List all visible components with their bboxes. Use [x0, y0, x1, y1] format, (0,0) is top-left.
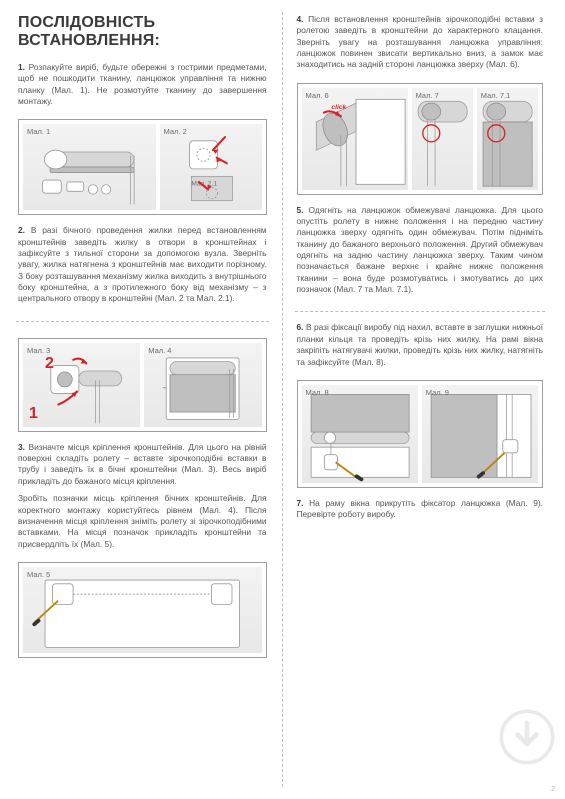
step-1-text: 1. Розпакуйте виріб, будьте обережні з г… — [18, 62, 267, 107]
figset-5: Мал. 5 — [18, 562, 267, 658]
fig-4-label: Мал. 4 — [148, 346, 171, 355]
fig-7-label: Мал. 7 — [416, 91, 439, 100]
red-1: 1 — [29, 405, 38, 423]
fig-7-1: Мал. 7.1 — [477, 88, 538, 190]
figset-3-4: Мал. 3 1 2 Мал. 4 — [18, 338, 267, 432]
fig-9-label: Мал. 9 — [426, 388, 449, 397]
divider-left-1 — [16, 321, 269, 322]
svg-text:click: click — [331, 103, 346, 110]
fig-2-label: Мал. 2 — [164, 127, 187, 136]
fig-2: Мал. 2 Мал. 2.1 — [160, 124, 262, 210]
fig-8-label: Мал. 8 — [306, 388, 329, 397]
column-divider — [282, 12, 283, 787]
right-column: 4. Після встановлення кронштейнів зірочк… — [283, 0, 565, 799]
left-column: ПОСЛІДОВНІСТЬ ВСТАНОВЛЕННЯ: 1. Розпакуйт… — [0, 0, 283, 799]
page-title: ПОСЛІДОВНІСТЬ ВСТАНОВЛЕННЯ: — [18, 14, 267, 50]
step-3a-text: 3. Визначте місця кріплення кронштейнів.… — [18, 442, 267, 487]
watermark-icon — [499, 709, 555, 765]
fig-71-label: Мал. 7.1 — [481, 91, 510, 100]
step-6-text: 6. В разі фіксації виробу під нахил, вст… — [297, 322, 544, 367]
step-2-text: 2. В разі бічного проведення жилки перед… — [18, 225, 267, 304]
step-4-text: 4. Після встановлення кронштейнів зірочк… — [297, 14, 544, 71]
fig-1: Мал. 1 — [23, 124, 156, 210]
fig-4: Мал. 4 — [144, 343, 261, 427]
fig-5-label: Мал. 5 — [27, 570, 50, 579]
step-5-text: 5. Одягніть на ланцюжок обмежувачі ланцю… — [297, 205, 544, 296]
figset-8-9: Мал. 8 Мал. 9 — [297, 380, 544, 488]
divider-right-1 — [295, 311, 546, 312]
fig-5: Мал. 5 — [23, 567, 262, 653]
red-2: 2 — [45, 355, 54, 373]
fig-8: Мал. 8 — [302, 385, 418, 483]
fig-6: Мал. 6 click — [302, 88, 408, 190]
figset-1-2: Мал. 1 Мал. 2 — [18, 119, 267, 215]
fig-7: Мал. 7 — [412, 88, 473, 190]
step-7-text: 7. На раму вікна прикрутіть фіксатор лан… — [297, 498, 544, 521]
page-number: 2 — [551, 786, 555, 793]
fig-3-label: Мал. 3 — [27, 346, 50, 355]
page: ПОСЛІДОВНІСТЬ ВСТАНОВЛЕННЯ: 1. Розпакуйт… — [0, 0, 565, 799]
figset-6-7: Мал. 6 click Мал. 7 — [297, 83, 544, 195]
fig-3: Мал. 3 1 2 — [23, 343, 140, 427]
fig-1-label: Мал. 1 — [27, 127, 50, 136]
step-3b-text: Зробіть позначки місць кріплення бічних … — [18, 493, 267, 550]
fig-9: Мал. 9 — [422, 385, 538, 483]
fig-6-label: Мал. 6 — [306, 91, 329, 100]
